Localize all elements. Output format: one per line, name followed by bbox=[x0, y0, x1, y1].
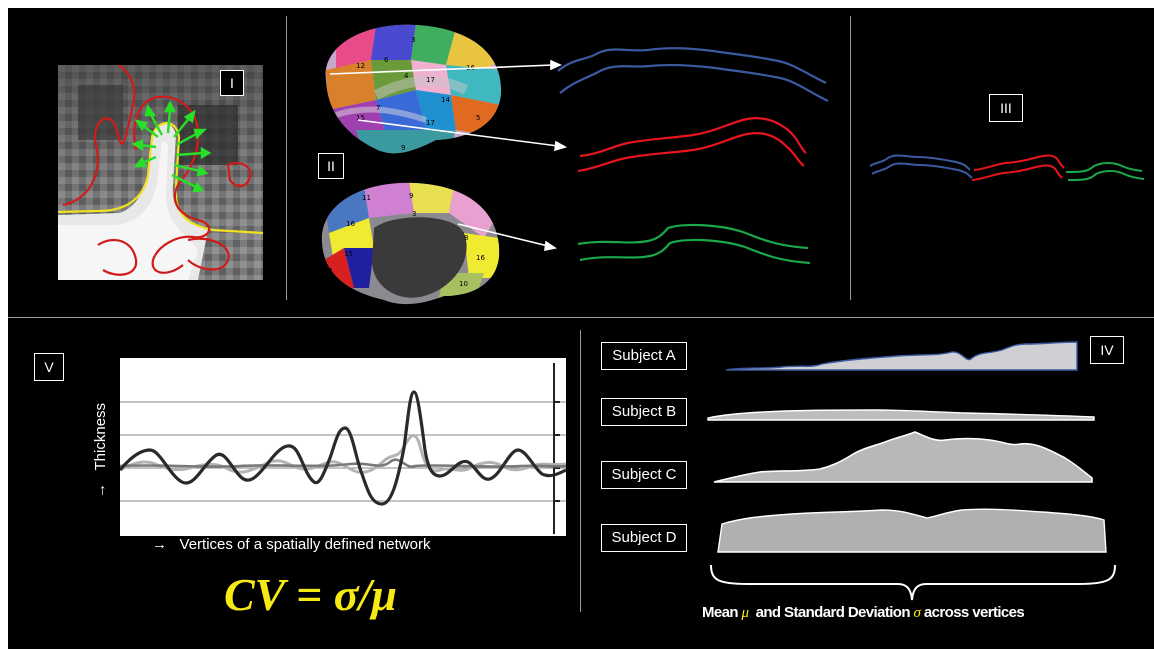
summary-brace bbox=[710, 564, 1116, 601]
subject-b-profile bbox=[707, 409, 1095, 421]
panel-label-ii: II bbox=[318, 153, 344, 179]
divider-horizontal bbox=[8, 317, 1154, 318]
x-axis-text: Vertices of a spatially defined network bbox=[179, 536, 431, 553]
subject-a-profile bbox=[725, 341, 1078, 371]
svg-text:7: 7 bbox=[376, 104, 380, 112]
formula-sigma: σ bbox=[333, 569, 359, 620]
slide: I 3 6 4 12 17 16 14 7 15 17 5 9 bbox=[8, 8, 1154, 649]
svg-text:16: 16 bbox=[476, 254, 485, 262]
subject-d-profile bbox=[717, 508, 1107, 553]
x-axis-label: → Vertices of a spatially defined networ… bbox=[152, 536, 431, 553]
summary-suffix: across vertices bbox=[923, 604, 1025, 621]
formula-eq: = bbox=[296, 569, 323, 620]
svg-text:4: 4 bbox=[404, 72, 409, 80]
svg-text:17: 17 bbox=[426, 119, 435, 127]
summary-caption: Mean μ and Standard Deviation σ across v… bbox=[702, 604, 1025, 622]
y-axis-text: Thickness bbox=[92, 402, 109, 471]
formula-lhs: CV bbox=[224, 569, 285, 620]
summary-prefix: Mean bbox=[702, 604, 739, 621]
svg-text:9: 9 bbox=[401, 144, 405, 152]
divider-vertical-top-right bbox=[850, 16, 851, 300]
svg-text:14: 14 bbox=[441, 96, 450, 104]
subject-c-profile bbox=[713, 431, 1093, 483]
svg-text:11: 11 bbox=[362, 194, 371, 202]
y-axis-label: → Thickness bbox=[92, 403, 109, 498]
divider-vertical-bottom bbox=[580, 330, 581, 612]
subject-a-label: Subject A bbox=[601, 342, 687, 370]
subject-d-label: Subject D bbox=[601, 524, 687, 552]
svg-text:16: 16 bbox=[346, 220, 355, 228]
summary-middle: and Standard Deviation bbox=[755, 604, 911, 621]
svg-text:5: 5 bbox=[476, 114, 480, 122]
svg-text:12: 12 bbox=[356, 62, 365, 70]
subject-b-label: Subject B bbox=[601, 398, 687, 426]
panel-label-v: V bbox=[34, 353, 64, 381]
svg-text:3: 3 bbox=[411, 36, 415, 44]
svg-text:15: 15 bbox=[344, 250, 353, 258]
svg-text:15: 15 bbox=[356, 114, 365, 122]
summary-sigma: σ bbox=[913, 605, 921, 621]
summary-mu: μ bbox=[741, 605, 750, 621]
panel-label-iv: IV bbox=[1090, 336, 1124, 364]
concatenated-traces bbox=[869, 154, 1145, 181]
svg-text:6: 6 bbox=[384, 56, 389, 64]
mapping-arrows bbox=[329, 59, 568, 252]
thickness-plot bbox=[120, 358, 566, 536]
formula-slash: / bbox=[358, 569, 372, 620]
svg-text:2: 2 bbox=[328, 267, 332, 275]
cv-formula: CV = σ/μ bbox=[224, 568, 397, 621]
normal-arrows bbox=[131, 100, 212, 193]
svg-text:8: 8 bbox=[464, 234, 468, 242]
x-axis-arrow: → bbox=[152, 536, 167, 553]
svg-text:17: 17 bbox=[426, 76, 435, 84]
panel-label-i: I bbox=[220, 70, 244, 96]
mri-patch-image bbox=[58, 65, 263, 280]
svg-text:3: 3 bbox=[412, 210, 416, 218]
svg-text:9: 9 bbox=[409, 192, 413, 200]
panel-label-iii: III bbox=[989, 94, 1023, 122]
svg-text:10: 10 bbox=[459, 280, 468, 288]
formula-mu: μ bbox=[371, 569, 397, 620]
cortical-ribbon-traces bbox=[557, 47, 829, 265]
subject-c-label: Subject C bbox=[601, 461, 687, 489]
divider-vertical-top-left bbox=[286, 16, 287, 300]
y-axis-arrow: → bbox=[92, 483, 109, 498]
brain-medial-surface: 11 9 16 8 15 2 16 10 3 bbox=[321, 182, 500, 305]
